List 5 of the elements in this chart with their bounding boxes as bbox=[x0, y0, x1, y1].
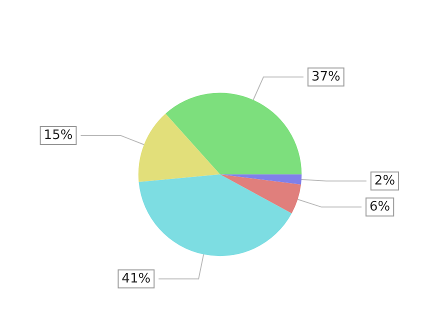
data-label: 6% bbox=[370, 200, 390, 215]
data-label: 37% bbox=[311, 70, 340, 85]
data-label: 15% bbox=[44, 128, 73, 144]
data-label: 41% bbox=[122, 271, 151, 286]
data-label: 2% bbox=[374, 174, 396, 189]
